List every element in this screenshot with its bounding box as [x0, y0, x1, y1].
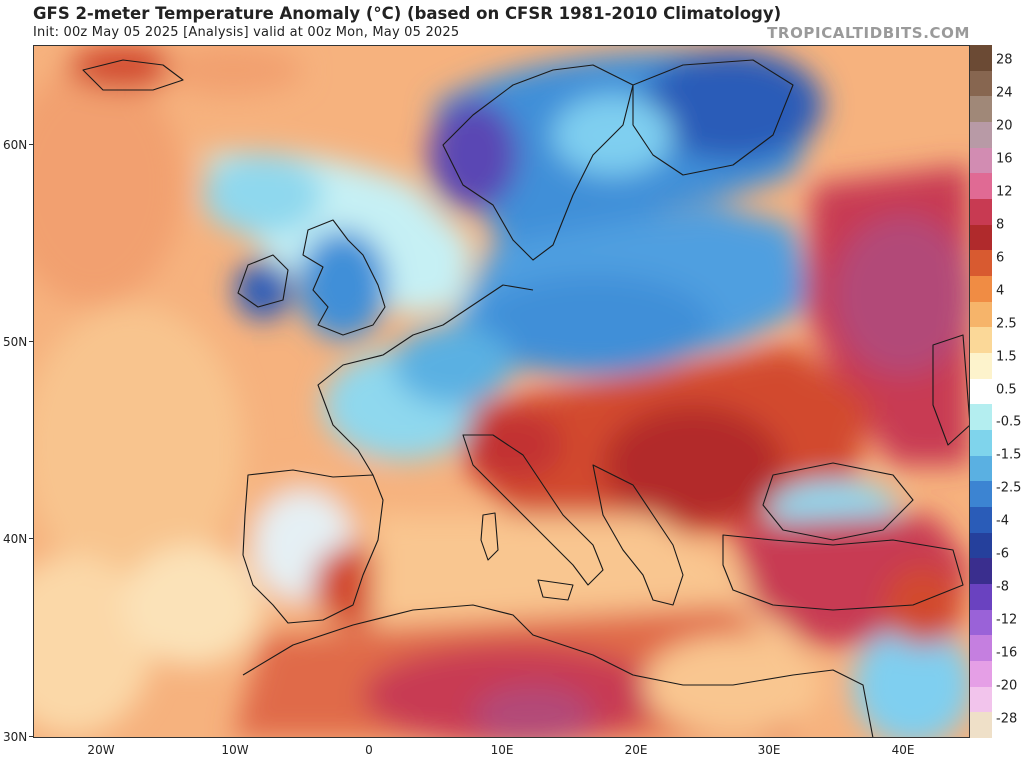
colorbar-segment: [970, 686, 992, 713]
colorbar-segment: [970, 404, 992, 431]
colorbar: [970, 45, 992, 739]
lat-label-30n: 30N: [3, 730, 28, 744]
colorbar-segment: [970, 224, 992, 251]
colorbar-label: 4: [996, 283, 1005, 299]
lat-label-60n: 60N: [3, 138, 28, 152]
lat-tick: [29, 538, 33, 539]
colorbar-label: 12: [996, 184, 1013, 200]
lon-label-40e: 40E: [891, 743, 915, 757]
coastlines: [82, 59, 970, 738]
site-credit: TROPICALTIDBITS.COM: [767, 24, 970, 42]
colorbar-segment: [970, 661, 992, 687]
colorbar-segment: [970, 122, 992, 148]
colorbar-segment: [970, 353, 992, 379]
colorbar-segment: [970, 558, 992, 585]
colorbar-segment: [970, 635, 992, 662]
colorbar-segment: [970, 378, 992, 405]
colorbar-label: 6: [996, 250, 1005, 266]
colorbar-label: 0.5: [996, 382, 1017, 397]
colorbar-segment: [970, 173, 992, 200]
colorbar-label: 28: [996, 52, 1013, 68]
colorbar-segment: [970, 609, 992, 636]
map-frame: [33, 45, 970, 738]
colorbar-label: 20: [996, 118, 1013, 134]
lat-tick: [29, 144, 33, 145]
colorbar-label: -4: [996, 513, 1009, 529]
colorbar-segment: [970, 301, 992, 328]
lon-label-0: 0: [365, 743, 373, 757]
colorbar-segment: [970, 507, 992, 533]
lat-tick: [29, 736, 33, 737]
lat-label-40n: 40N: [3, 532, 28, 546]
chart-subtitle: Init: 00z May 05 2025 [Analysis] valid a…: [33, 25, 460, 40]
colorbar-segment: [970, 430, 992, 456]
lon-label-20e: 20E: [624, 743, 648, 757]
colorbar-label: 16: [996, 151, 1013, 167]
colorbar-label: -1.5: [996, 447, 1022, 463]
colorbar-label: -6: [996, 546, 1009, 562]
colorbar-segment: [970, 147, 992, 174]
colorbar-label: -16: [996, 645, 1018, 661]
colorbar-segment: [970, 584, 992, 610]
anomaly-field: [33, 45, 970, 738]
map-canvas: [33, 45, 970, 738]
colorbar-segment: [970, 96, 992, 123]
colorbar-segment: [970, 250, 992, 277]
lon-label-10e: 10E: [490, 743, 514, 757]
lon-label-20w: 20W: [87, 743, 115, 757]
chart-title: GFS 2-meter Temperature Anomaly (°C) (ba…: [33, 4, 782, 23]
colorbar-segment: [970, 276, 992, 302]
colorbar-label: 1.5: [996, 349, 1017, 365]
colorbar-label: -12: [996, 612, 1018, 628]
colorbar-segment: [970, 532, 992, 559]
colorbar-label: 24: [996, 85, 1013, 101]
lon-label-10w: 10W: [221, 743, 249, 757]
lat-label-50n: 50N: [3, 335, 28, 349]
colorbar-label: -2.5: [996, 480, 1022, 496]
temperature-anomaly-map: [33, 45, 970, 738]
colorbar-segment: [970, 455, 992, 482]
colorbar-segment: [970, 45, 992, 71]
colorbar-label: 2.5: [996, 316, 1017, 332]
colorbar-segment: [970, 712, 992, 739]
colorbar-segment: [970, 481, 992, 508]
colorbar-segment: [970, 70, 992, 97]
colorbar-label: -0.5: [996, 414, 1022, 430]
colorbar-label: -28: [996, 711, 1018, 727]
colorbar-segment: [970, 199, 992, 225]
lon-label-30e: 30E: [757, 743, 781, 757]
colorbar-label: -8: [996, 579, 1009, 595]
colorbar-label: -20: [996, 678, 1018, 694]
colorbar-segment: [970, 327, 992, 354]
colorbar-label: 8: [996, 217, 1005, 233]
lat-tick: [29, 341, 33, 342]
